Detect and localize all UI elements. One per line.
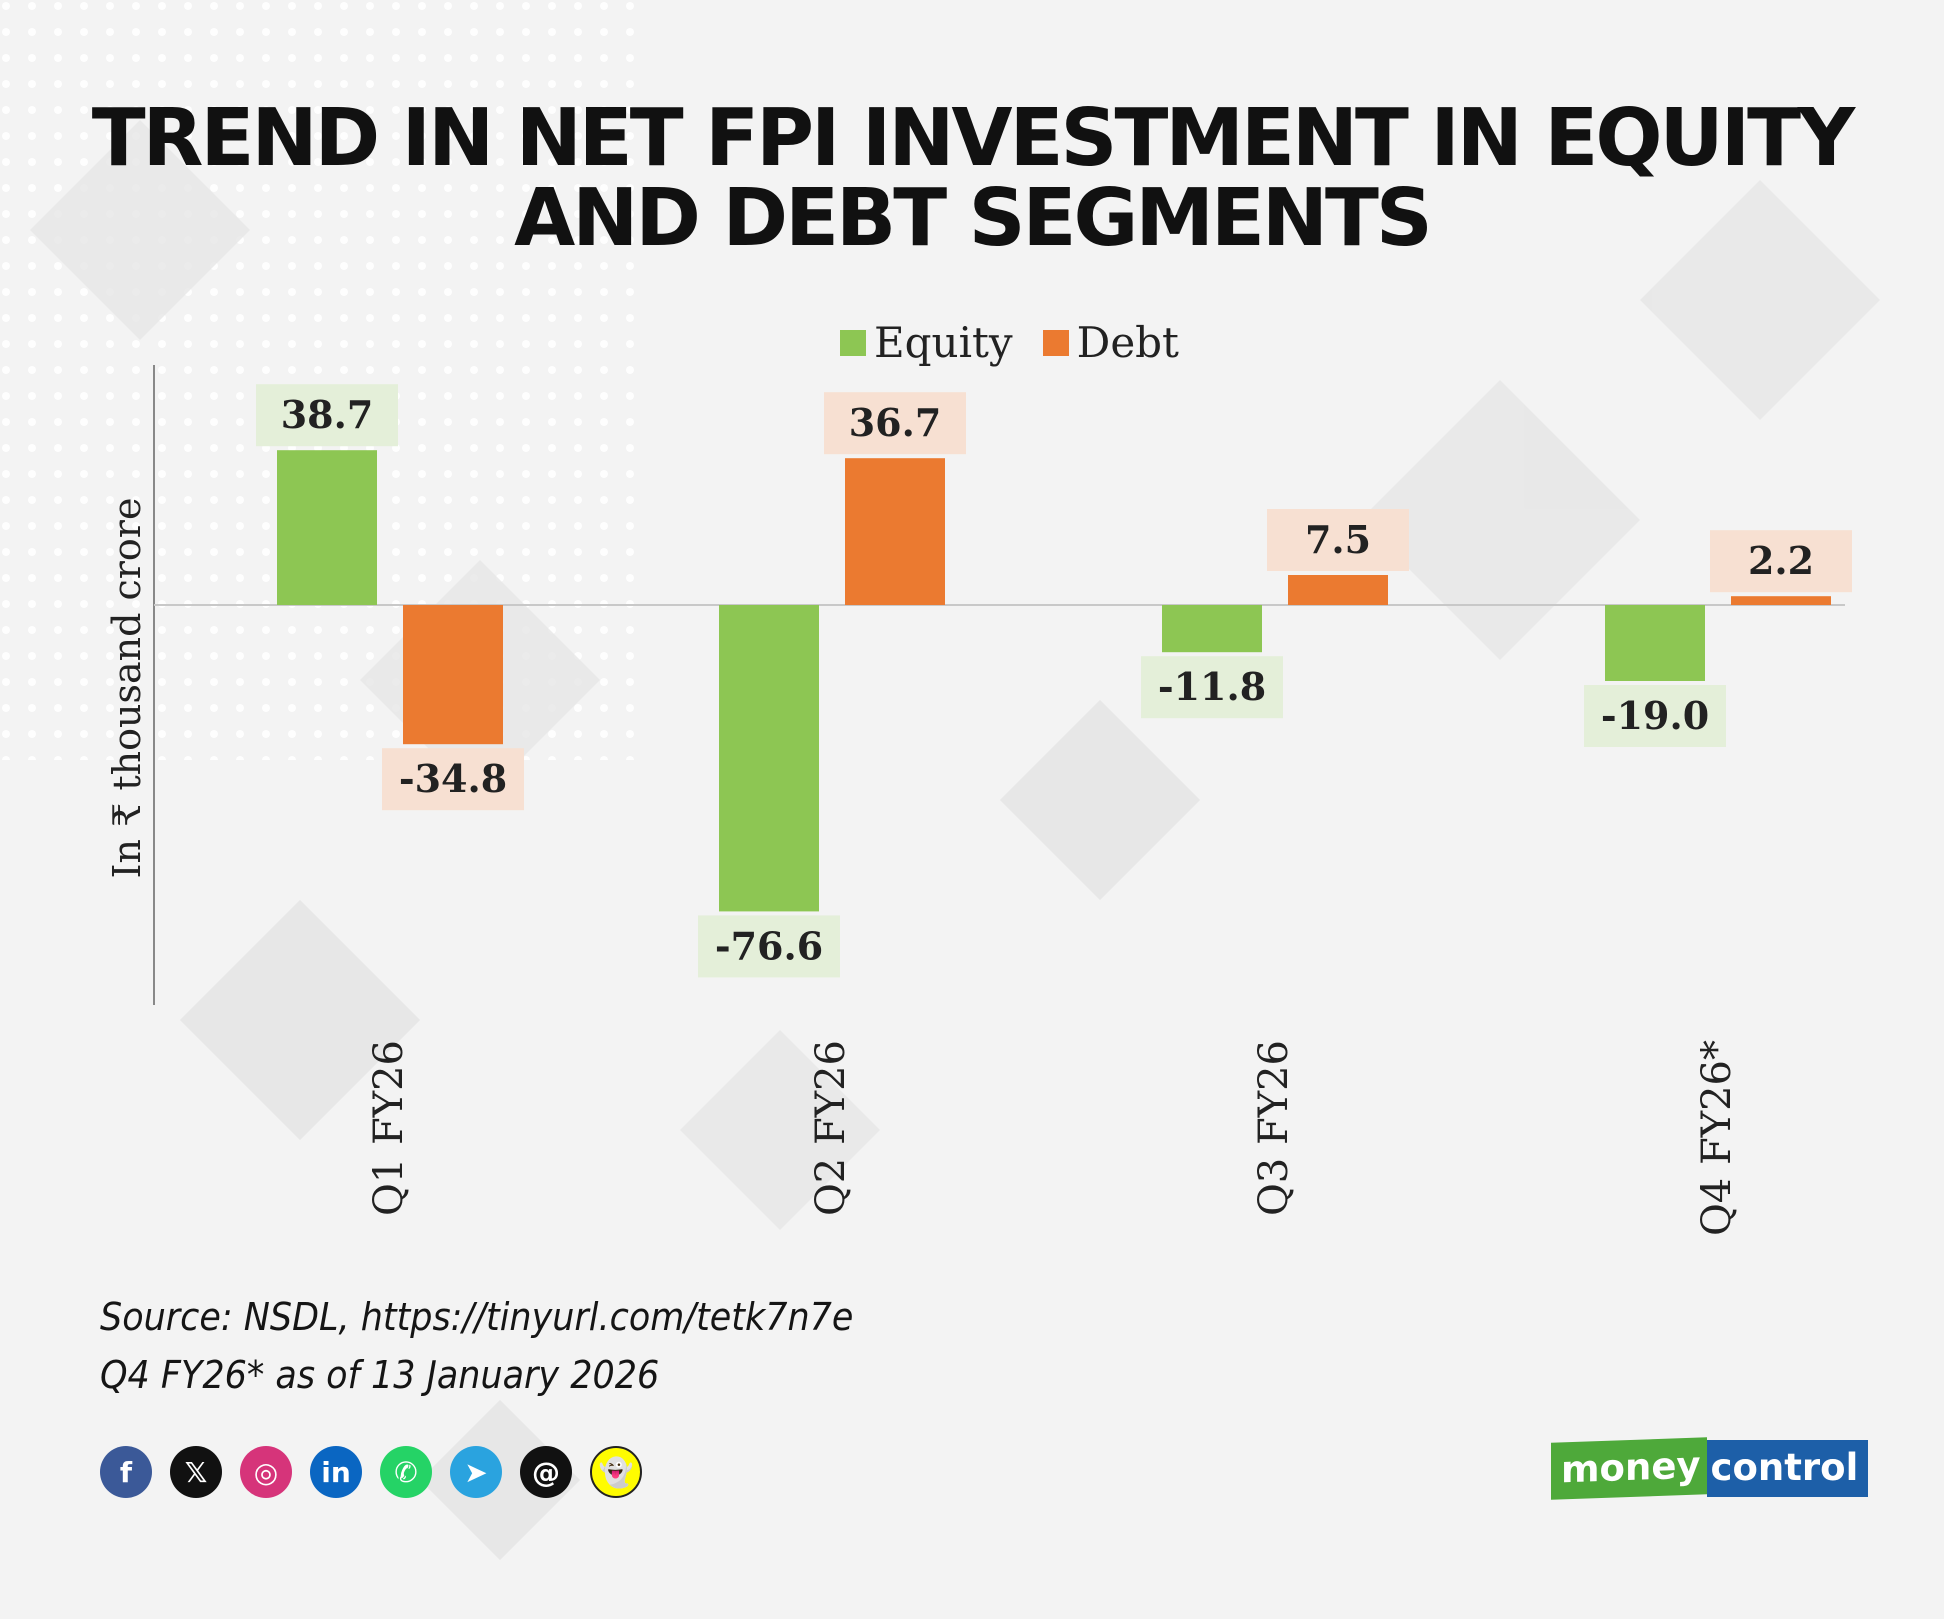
title-line-1: TREND IN NET FPI INVESTMENT IN EQUITY [91, 92, 1855, 184]
data-label-equity-q3-fy26: -11.8 [1158, 664, 1266, 709]
bar-debt-q2-fy26 [845, 458, 945, 605]
data-label-debt-q4-fy26: 2.2 [1748, 538, 1814, 583]
legend-label-equity: Equity [874, 318, 1013, 367]
x-icon[interactable]: 𝕏 [170, 1446, 222, 1498]
chart-title: TREND IN NET FPI INVESTMENT IN EQUITY AN… [0, 98, 1944, 258]
legend-swatch-debt [1042, 329, 1069, 356]
whatsapp-icon[interactable]: ✆ [380, 1446, 432, 1498]
footer: Source: NSDL, https://tinyurl.com/tetk7n… [100, 1288, 853, 1404]
data-label-bg-debt-q1-fy26 [382, 748, 524, 811]
data-label-bg-debt-q4-fy26 [1710, 530, 1852, 593]
data-label-equity-q2-fy26: -76.6 [715, 923, 823, 968]
data-label-debt-q1-fy26: -34.8 [399, 756, 507, 801]
data-label-equity-q4-fy26: -19.0 [1601, 693, 1709, 738]
x-tick-label: Q1 FY26 [366, 1040, 412, 1216]
data-label-bg-debt-q3-fy26 [1267, 509, 1409, 571]
x-tick-label: Q3 FY26 [1251, 1040, 1297, 1216]
bar-equity-q4-fy26 [1605, 605, 1705, 681]
logo-part-money: money [1551, 1437, 1707, 1500]
instagram-icon[interactable]: ◎ [240, 1446, 292, 1498]
footnote-text: Q4 FY26* as of 13 January 2026 [100, 1353, 660, 1397]
x-tick-label: Q2 FY26 [808, 1040, 854, 1216]
linkedin-icon[interactable]: in [310, 1446, 362, 1498]
data-label-equity-q1-fy26: 38.7 [281, 392, 374, 437]
moneycontrol-logo: money control [1551, 1437, 1869, 1500]
facebook-icon[interactable]: f [100, 1446, 152, 1498]
data-label-bg-equity-q2-fy26 [698, 915, 840, 978]
data-label-bg-equity-q1-fy26 [256, 384, 398, 447]
legend-swatch-equity [840, 329, 866, 356]
data-label-debt-q3-fy26: 7.5 [1305, 517, 1371, 562]
logo-part-control: control [1706, 1440, 1869, 1497]
social-icons: f 𝕏 ◎ in ✆ ➤ @ 👻 [100, 1446, 660, 1498]
legend-label-debt: Debt [1076, 318, 1179, 367]
bar-debt-q3-fy26 [1288, 575, 1388, 605]
threads-icon[interactable]: @ [520, 1446, 572, 1498]
legend: Equity Debt [840, 318, 1209, 367]
x-tick-label: Q4 FY26* [1694, 1040, 1740, 1236]
bar-debt-q1-fy26 [403, 605, 503, 745]
bar-debt-q4-fy26 [1731, 596, 1831, 605]
data-label-bg-debt-q2-fy26 [824, 392, 966, 455]
title-line-2: AND DEBT SEGMENTS [514, 172, 1433, 264]
data-label-bg-equity-q3-fy26 [1141, 656, 1283, 719]
telegram-icon[interactable]: ➤ [450, 1446, 502, 1498]
bar-equity-q2-fy26 [719, 605, 819, 912]
data-label-bg-equity-q4-fy26 [1584, 685, 1726, 747]
source-text: Source: NSDL, https://tinyurl.com/tetk7n… [100, 1295, 854, 1339]
bar-equity-q1-fy26 [277, 450, 377, 605]
legend-item-debt: Debt [1042, 318, 1179, 367]
data-label-debt-q2-fy26: 36.7 [849, 400, 942, 445]
bar-equity-q3-fy26 [1162, 605, 1262, 653]
snapchat-icon[interactable]: 👻 [590, 1446, 642, 1498]
legend-item-equity: Equity [840, 318, 1013, 367]
